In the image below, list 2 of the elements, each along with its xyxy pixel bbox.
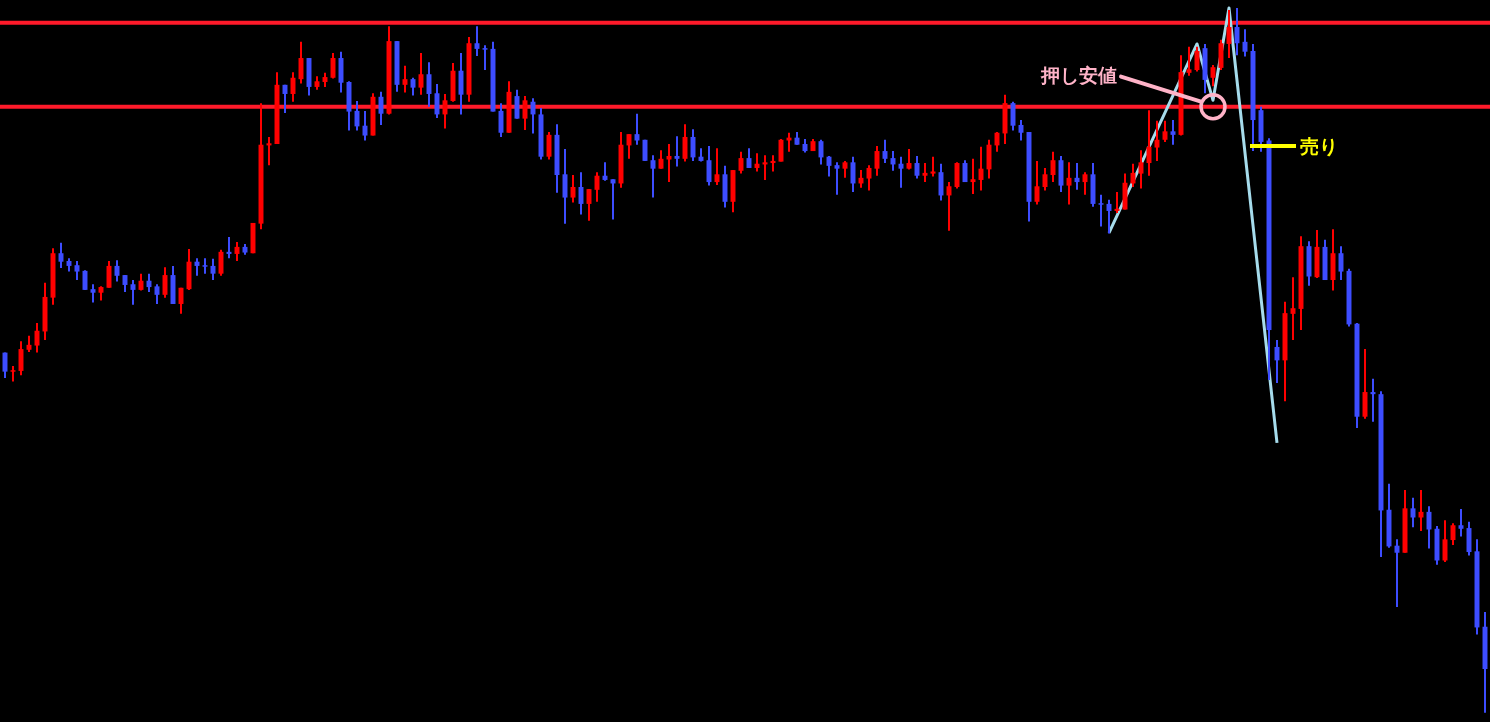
annotation: 売り: [1300, 135, 1338, 157]
annotation: 押し安値: [1040, 63, 1117, 86]
